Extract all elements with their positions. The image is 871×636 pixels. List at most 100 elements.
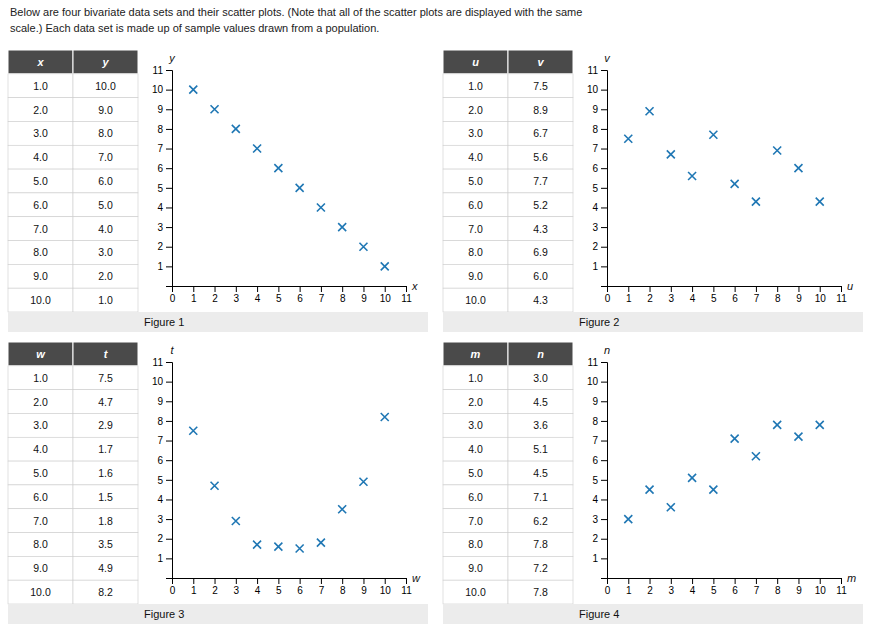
table-value: 1.5: [98, 491, 113, 503]
tick: 6: [157, 163, 172, 174]
table-value: 6.2: [533, 515, 548, 527]
point: [189, 86, 197, 94]
tick: 6: [592, 163, 607, 174]
table-cell: [8, 98, 73, 122]
panel: uv1.07.52.08.93.06.74.05.65.07.76.05.27.…: [443, 50, 863, 332]
table-header: u: [472, 56, 479, 68]
tick: 10: [380, 286, 392, 304]
tick-mark: [166, 168, 172, 169]
table-cell: [508, 217, 573, 241]
tick-mark: [363, 578, 364, 584]
table-value: 4.0: [33, 443, 48, 455]
tick: 1: [626, 286, 632, 304]
tick: 10: [815, 286, 827, 304]
tick-label: 8: [592, 416, 598, 427]
table-value: 4.3: [533, 294, 548, 306]
point: [189, 427, 197, 435]
table-header-cell: [73, 342, 138, 366]
tick-label: 2: [592, 533, 598, 544]
table-header: w: [36, 348, 46, 360]
tick-mark: [777, 578, 778, 584]
tick-mark: [601, 421, 607, 422]
tick-label: 4: [255, 293, 261, 304]
tick-label: 2: [647, 585, 653, 596]
table-value: 8.0: [33, 538, 48, 550]
table-value: 3.5: [98, 538, 113, 550]
table-cell: [508, 509, 573, 533]
point: [773, 421, 781, 429]
tick-label: 3: [592, 222, 598, 233]
tick-label: 6: [297, 293, 303, 304]
table-value: 8.9: [533, 104, 548, 116]
tick-label: 1: [592, 261, 598, 272]
table-value: 9.0: [468, 270, 483, 282]
tick-mark: [798, 578, 799, 584]
table-value: 2.0: [33, 104, 48, 116]
tick: 10: [152, 376, 172, 387]
tick: 7: [592, 435, 607, 446]
tick-label: 5: [711, 585, 717, 596]
tick-label: 2: [592, 241, 598, 252]
data-table: xy1.010.02.09.03.08.04.07.05.06.06.05.07…: [8, 50, 138, 312]
tick-mark: [628, 578, 629, 584]
table-value: 3.0: [98, 246, 113, 258]
table-cell: [443, 169, 508, 193]
tick-mark: [166, 382, 172, 383]
table-cell: [443, 437, 508, 461]
tick-label: 11: [401, 585, 412, 596]
tick-label: 5: [157, 475, 163, 486]
tick-label: 5: [592, 475, 598, 486]
tick-label: 10: [152, 376, 164, 387]
tick-mark: [692, 286, 693, 292]
table-cell: [8, 509, 73, 533]
tick: 8: [157, 416, 172, 427]
x-axis: 01234567891011: [170, 286, 412, 304]
points: [624, 421, 823, 523]
tick-mark: [300, 578, 301, 584]
table-cell: [8, 145, 73, 169]
table-cell: [73, 217, 138, 241]
tick: 9: [592, 396, 607, 407]
point: [232, 125, 240, 133]
table-cell: [8, 580, 73, 604]
tick: 1: [626, 578, 632, 596]
tick-label: 10: [380, 293, 392, 304]
tick-mark: [601, 480, 607, 481]
tick-mark: [841, 578, 842, 584]
table-cell: [73, 193, 138, 217]
tick: 4: [592, 494, 607, 505]
y-axis: 1234567891011: [152, 65, 173, 287]
table-cell: [8, 121, 73, 145]
tick: 11: [588, 357, 607, 368]
tick-mark: [601, 519, 607, 520]
tick-mark: [215, 286, 216, 292]
tick-mark: [166, 362, 172, 363]
table-header-cell: [508, 342, 573, 366]
tick-label: 8: [157, 124, 163, 135]
table-cell: [443, 533, 508, 557]
table-value: 6.9: [533, 246, 548, 258]
tick: 2: [647, 286, 653, 304]
point: [359, 478, 367, 486]
caption: Figure 2: [579, 316, 619, 328]
tick-label: 5: [276, 293, 282, 304]
tick-label: 9: [361, 293, 367, 304]
point: [752, 452, 760, 460]
table-value: 7.0: [33, 223, 48, 235]
tick: 5: [711, 578, 717, 596]
point: [274, 543, 282, 551]
tick-mark: [601, 441, 607, 442]
tick-label: 9: [796, 293, 802, 304]
tick-label: 8: [340, 585, 346, 596]
axis-line: [601, 363, 608, 579]
table-cell: [443, 485, 508, 509]
tick-mark: [820, 286, 821, 292]
tick: 6: [157, 455, 172, 466]
table-value: 5.0: [33, 467, 48, 479]
tick: 4: [592, 202, 607, 213]
y-axis-label: n: [604, 344, 610, 356]
caption-bar: [8, 604, 428, 624]
point: [646, 486, 654, 494]
point: [731, 180, 739, 188]
table-value: 10.0: [30, 294, 51, 306]
